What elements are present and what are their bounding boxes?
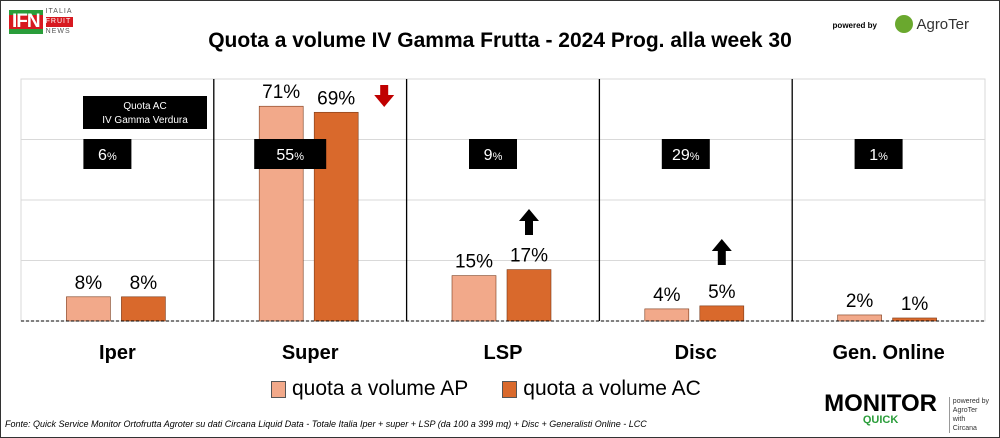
tree-icon [895, 15, 914, 33]
verdura-share-value: 6% [98, 147, 117, 164]
logo-sub-1: ITALIA [45, 8, 73, 15]
bar-ap [837, 314, 882, 322]
ifn-logo-sub: ITALIA FRUIT NEWS [45, 7, 73, 37]
data-label: 71% [262, 82, 300, 103]
annotation-line-1: Quota AC [123, 101, 166, 112]
data-label: 1% [901, 294, 929, 315]
down-arrow-icon [374, 85, 395, 107]
legend-label-ap: quota a volume AP [292, 377, 469, 400]
verdura-share-box [83, 139, 132, 169]
category-label: Iper [99, 342, 136, 364]
partner-3: with [952, 416, 966, 423]
agroter-text: AgroTer [916, 15, 969, 33]
data-label: 8% [130, 273, 158, 294]
monitor-quick-logo: MONITOR QUICK [824, 390, 937, 426]
verdura-share-value: 29% [672, 147, 700, 164]
chart-title: Quota a volume IV Gamma Frutta - 2024 Pr… [208, 29, 792, 52]
plot-area: 8% 8% Iper 6% 71% 69% Super 55% 15% 17% LSP 9% 4% 5% D… [20, 78, 986, 364]
data-label: 15% [455, 252, 493, 273]
legend-item-ac: quota a volume AC [502, 377, 701, 401]
up-arrow-icon [711, 239, 732, 265]
annotation-line-2: IV Gamma Verdura [102, 115, 188, 126]
data-label: 69% [317, 88, 355, 109]
data-label: 5% [708, 282, 736, 303]
legend-swatch-ap [271, 380, 286, 398]
logo-sub-2: FRUIT [45, 17, 73, 27]
source-note: Fonte: Quick Service Monitor Ortofrutta … [5, 419, 647, 429]
legend-label-ac: quota a volume AC [523, 377, 701, 400]
partner-4: Circana [952, 425, 977, 432]
bar-ap [644, 308, 690, 322]
verdura-share-box [854, 139, 903, 169]
powered-by: powered by [832, 21, 877, 30]
up-arrow-icon [519, 209, 539, 235]
ifn-logo-main: IFN [9, 10, 43, 34]
verdura-share-box [254, 139, 327, 169]
category-label: Gen. Online [832, 342, 944, 364]
bar-ac [699, 305, 745, 322]
verdura-share-box [661, 139, 710, 169]
bar-ap [451, 275, 497, 322]
legend-item-ap: quota a volume AP [271, 377, 468, 401]
verdura-share-box [469, 139, 517, 169]
ifn-logo: IFN ITALIA FRUIT NEWS [9, 7, 73, 37]
category-label: Super [282, 342, 339, 364]
monitor-text: MONITOR [824, 390, 937, 417]
bar-ap [66, 296, 111, 322]
quick-text: QUICK [862, 414, 899, 426]
verdura-share-value: 55% [276, 147, 304, 164]
logo-sub-3: NEWS [45, 28, 71, 35]
bar-ac [892, 317, 937, 322]
legend-swatch-ac [502, 380, 518, 398]
agroter-logo: AgroTer [895, 15, 969, 33]
bar-ap [258, 105, 304, 322]
category-label: LSP [484, 342, 523, 364]
annotation-box [83, 96, 207, 129]
data-label: 2% [846, 291, 874, 312]
verdura-share-value: 1% [869, 147, 888, 164]
bar-ac [121, 296, 166, 322]
partner-2: AgroTer [952, 407, 978, 414]
data-label: 17% [510, 246, 548, 267]
data-label: 8% [75, 273, 103, 294]
partner-1: powered by [952, 398, 989, 405]
partner-logos: powered by AgroTer with Circana [948, 397, 989, 433]
bar-ac [506, 269, 552, 322]
data-label: 4% [653, 285, 681, 306]
verdura-share-value: 9% [484, 147, 503, 164]
category-label: Disc [675, 342, 717, 364]
legend: quota a volume AP quota a volume AC [271, 377, 701, 401]
